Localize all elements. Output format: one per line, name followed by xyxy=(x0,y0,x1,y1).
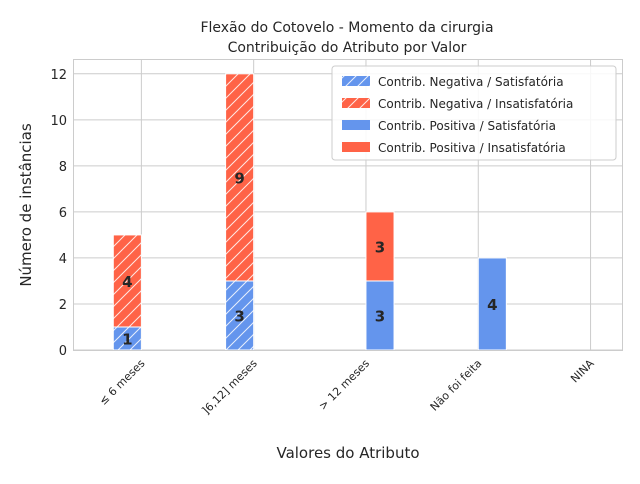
bar-segment xyxy=(477,257,507,351)
data-label: 1 xyxy=(122,330,132,348)
bars xyxy=(112,73,507,351)
plot-frame xyxy=(73,59,623,351)
y-axis-label: Número de instâncias xyxy=(17,123,35,287)
bar-segment xyxy=(365,280,395,351)
y-tick-label: 0 xyxy=(59,344,67,359)
bar-segment xyxy=(365,211,395,282)
x-tick-label: NINA xyxy=(568,357,597,386)
legend-swatch xyxy=(342,120,370,130)
bar-hatch xyxy=(113,326,142,350)
x-axis-label: Valores do Atributo xyxy=(276,444,419,462)
legend-swatch xyxy=(342,142,370,152)
y-tick-label: 8 xyxy=(59,160,67,175)
bar-hatch xyxy=(225,280,254,350)
legend-entry-label: Contrib. Positiva / Satisfatória xyxy=(378,119,556,133)
x-tick-label: ≤ 6 meses xyxy=(97,357,148,408)
legend: Contrib. Negativa / Satisfatória Contrib.… xyxy=(331,65,617,161)
data-label: 3 xyxy=(375,238,385,256)
legend-entry-label: Contrib. Negativa / Insatisfatória xyxy=(378,97,573,111)
y-tick-label: 4 xyxy=(59,252,67,267)
legend-entry-label: Contrib. Negativa / Satisfatória xyxy=(378,75,564,89)
legend-swatch-hatch xyxy=(342,76,370,86)
y-tick-label: 12 xyxy=(50,68,67,83)
x-tick-label: ]6,12] meses xyxy=(199,357,259,417)
legend-box xyxy=(331,65,617,161)
y-tick-label: 6 xyxy=(59,206,67,221)
x-tick-label: Não foi feita xyxy=(428,357,485,414)
data-labels: 1 4 3 9 3 3 4 xyxy=(122,169,497,348)
data-label: 4 xyxy=(487,296,497,314)
chart-title-line2: Contribuição do Atributo por Valor xyxy=(228,40,467,56)
chart-title-line1: Flexão do Cotovelo - Momento da cirurgia xyxy=(200,20,493,36)
legend-swatch-hatch xyxy=(342,98,370,108)
data-label: 4 xyxy=(122,273,132,291)
x-tick-label: > 12 meses xyxy=(316,357,372,413)
data-label: 3 xyxy=(375,307,385,325)
y-tick-labels: 0 2 4 6 8 10 12 xyxy=(50,68,67,359)
data-label: 9 xyxy=(234,169,244,187)
y-tick-label: 10 xyxy=(50,114,67,129)
x-tick-labels: ≤ 6 meses ]6,12] meses > 12 meses Não foi f… xyxy=(97,357,597,418)
y-tick-label: 2 xyxy=(59,298,67,313)
data-label: 3 xyxy=(234,307,244,325)
legend-entry-label: Contrib. Positiva / Insatisfatória xyxy=(378,141,566,155)
bar-hatch xyxy=(225,73,254,281)
bar-hatch xyxy=(113,234,142,327)
